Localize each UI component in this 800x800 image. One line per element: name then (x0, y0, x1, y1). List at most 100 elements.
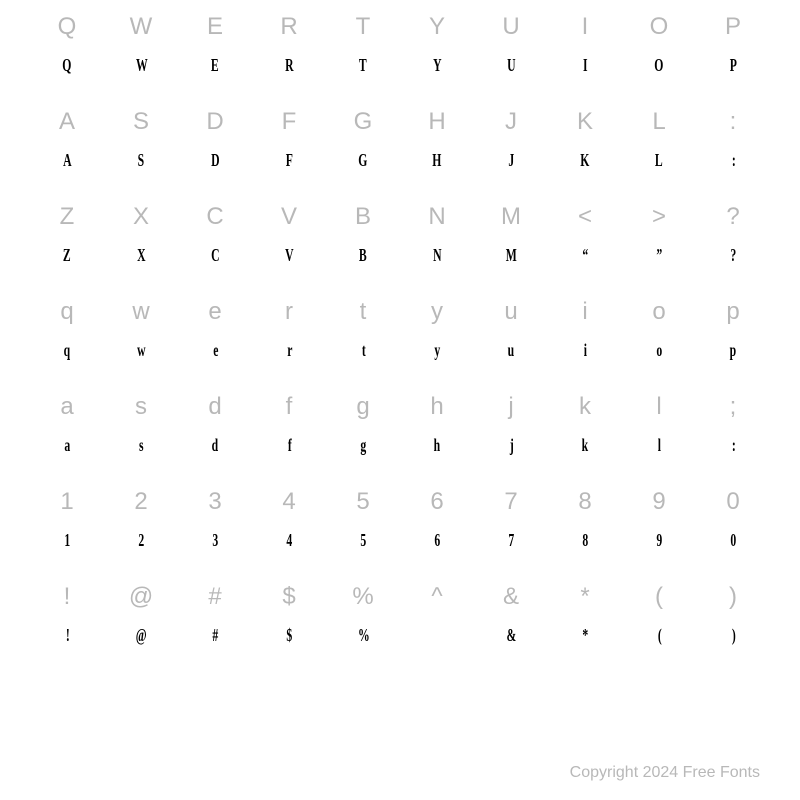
char-cell: 22 (104, 485, 178, 580)
glyph-display: B (359, 240, 366, 270)
glyph-display: l (658, 430, 661, 460)
glyph-display: 7 (508, 525, 513, 555)
key-label: i (582, 295, 587, 329)
char-cell: ll (622, 390, 696, 485)
key-label: I (582, 10, 589, 44)
glyph-display: @ (136, 620, 146, 650)
key-label: > (652, 200, 666, 234)
glyph-display: R (285, 50, 293, 80)
char-cell: EE (178, 10, 252, 105)
char-cell: AA (30, 105, 104, 200)
key-label: G (354, 105, 373, 139)
key-label: y (431, 295, 443, 329)
key-label: ? (726, 200, 739, 234)
glyph-display: N (433, 240, 441, 270)
key-label: w (132, 295, 149, 329)
key-label: F (282, 105, 297, 139)
glyph-display: ) (731, 620, 734, 650)
key-label: W (130, 10, 153, 44)
glyph-display: # (212, 620, 217, 650)
char-cell: ** (548, 580, 622, 675)
key-label: j (508, 390, 513, 424)
char-cell: 77 (474, 485, 548, 580)
glyph-display: 6 (434, 525, 439, 555)
glyph-display: 3 (212, 525, 217, 555)
char-cell: uu (474, 295, 548, 390)
key-label: 9 (652, 485, 665, 519)
key-label: ! (64, 580, 71, 614)
char-cell: dd (178, 390, 252, 485)
glyph-display: S (138, 145, 144, 175)
char-cell: 66 (400, 485, 474, 580)
glyph-display: j (509, 430, 512, 460)
key-label: l (656, 390, 661, 424)
char-cell: :: (696, 105, 770, 200)
char-cell: GG (326, 105, 400, 200)
key-label: M (501, 200, 521, 234)
char-cell: FF (252, 105, 326, 200)
glyph-display: $ (286, 620, 291, 650)
glyph-display: C (211, 240, 219, 270)
char-cell: KK (548, 105, 622, 200)
key-label: ^ (431, 580, 442, 614)
glyph-display: M (506, 240, 516, 270)
key-label: : (730, 105, 737, 139)
key-label: T (356, 10, 371, 44)
glyph-display: D (211, 145, 219, 175)
char-cell: ss (104, 390, 178, 485)
char-cell: jj (474, 390, 548, 485)
char-cell: gg (326, 390, 400, 485)
char-cell: 55 (326, 485, 400, 580)
key-label: d (208, 390, 221, 424)
glyph-display: V (285, 240, 293, 270)
char-cell: )) (696, 580, 770, 675)
char-cell: ww (104, 295, 178, 390)
glyph-display: h (434, 430, 440, 460)
glyph-display: G (359, 145, 367, 175)
char-cell: LL (622, 105, 696, 200)
char-cell: 00 (696, 485, 770, 580)
key-label: @ (129, 580, 153, 614)
char-cell: ## (178, 580, 252, 675)
key-label: P (725, 10, 741, 44)
char-cell: @@ (104, 580, 178, 675)
key-label: L (652, 105, 665, 139)
glyph-display: X (137, 240, 145, 270)
glyph-display: : (731, 430, 734, 460)
glyph-display: e (213, 335, 218, 365)
key-label: $ (282, 580, 295, 614)
char-cell: yy (400, 295, 474, 390)
key-label: s (135, 390, 147, 424)
key-label: Z (60, 200, 75, 234)
glyph-display: k (582, 430, 588, 460)
key-label: O (650, 10, 669, 44)
glyph-display: A (63, 145, 71, 175)
char-cell: tt (326, 295, 400, 390)
glyph-display: Y (433, 50, 441, 80)
char-cell: 99 (622, 485, 696, 580)
char-cell: NN (400, 200, 474, 295)
glyph-display: H (433, 145, 441, 175)
key-label: # (208, 580, 221, 614)
key-label: 0 (726, 485, 739, 519)
char-cell: && (474, 580, 548, 675)
glyph-display: Z (63, 240, 70, 270)
char-cell: oo (622, 295, 696, 390)
char-cell: 88 (548, 485, 622, 580)
char-cell: ?? (696, 200, 770, 295)
char-cell: 44 (252, 485, 326, 580)
char-cell: aa (30, 390, 104, 485)
glyph-display: ? (730, 240, 735, 270)
glyph-display: d (212, 430, 218, 460)
char-cell: $$ (252, 580, 326, 675)
key-label: * (580, 580, 589, 614)
glyph-display: L (655, 145, 662, 175)
glyph-display: q (64, 335, 70, 365)
key-label: p (726, 295, 739, 329)
char-cell: OO (622, 10, 696, 105)
key-label: ) (729, 580, 737, 614)
char-cell: 11 (30, 485, 104, 580)
char-cell: BB (326, 200, 400, 295)
glyph-display: P (730, 50, 737, 80)
glyph-display: f (287, 430, 290, 460)
